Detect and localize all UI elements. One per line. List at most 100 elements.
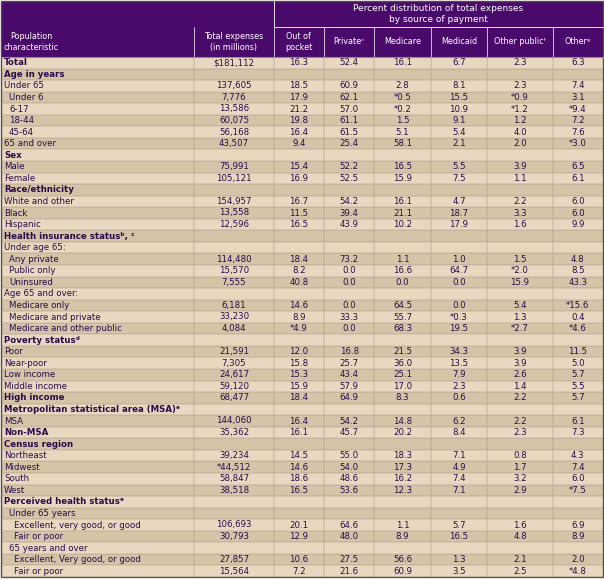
- Text: Total: Total: [4, 58, 28, 67]
- Text: *9.4: *9.4: [569, 104, 586, 113]
- Text: 11.5: 11.5: [289, 208, 309, 218]
- Text: 1.0: 1.0: [452, 255, 466, 263]
- Text: 35,362: 35,362: [219, 428, 249, 437]
- Text: Under 6: Under 6: [9, 93, 43, 102]
- Text: 114,480: 114,480: [216, 255, 252, 263]
- Text: 7.4: 7.4: [452, 474, 466, 483]
- Text: 6.9: 6.9: [571, 521, 585, 530]
- Text: 45-64: 45-64: [9, 127, 34, 137]
- Bar: [1, 300, 603, 312]
- Text: 15,570: 15,570: [219, 266, 249, 275]
- Text: 1.6: 1.6: [513, 521, 527, 530]
- Text: 16.3: 16.3: [289, 58, 309, 67]
- Text: *7.5: *7.5: [569, 486, 587, 495]
- Text: Medicare and other public: Medicare and other public: [9, 324, 122, 333]
- Text: *44,512: *44,512: [217, 463, 251, 472]
- Text: Midwest: Midwest: [4, 463, 40, 472]
- Text: Race/ethnicity: Race/ethnicity: [4, 185, 74, 195]
- Text: 5.7: 5.7: [571, 393, 585, 402]
- Text: Uninsured: Uninsured: [9, 278, 53, 287]
- Text: 16.5: 16.5: [393, 162, 412, 171]
- Text: Black: Black: [4, 208, 27, 218]
- Bar: [1, 80, 603, 91]
- Text: 6.0: 6.0: [571, 197, 585, 206]
- Text: 4.9: 4.9: [452, 463, 466, 472]
- Bar: [1, 265, 603, 277]
- Text: 16.4: 16.4: [289, 127, 309, 137]
- Text: 4.8: 4.8: [513, 532, 527, 541]
- Text: 9.4: 9.4: [292, 139, 306, 148]
- Bar: [1, 254, 603, 265]
- Text: 0.6: 0.6: [452, 393, 466, 402]
- Text: 18-44: 18-44: [9, 116, 34, 125]
- Text: South: South: [4, 474, 29, 483]
- Text: 7.1: 7.1: [452, 451, 466, 460]
- Text: Percent distribution of total expenses
by source of payment: Percent distribution of total expenses b…: [353, 4, 524, 24]
- Text: 16.5: 16.5: [449, 532, 469, 541]
- Bar: [1, 161, 603, 173]
- Text: Out of
pocket: Out of pocket: [285, 32, 312, 52]
- Text: Any private: Any private: [9, 255, 59, 263]
- Text: 5.0: 5.0: [571, 359, 585, 368]
- Text: 6.1: 6.1: [571, 174, 585, 183]
- Text: 65 and over: 65 and over: [4, 139, 56, 148]
- Bar: [1, 519, 603, 531]
- Text: 61.5: 61.5: [339, 127, 359, 137]
- Text: Under age 65:: Under age 65:: [4, 243, 66, 252]
- Text: Excellent, Very good, or good: Excellent, Very good, or good: [14, 555, 141, 564]
- Text: $181,112: $181,112: [213, 58, 254, 67]
- Text: 6.3: 6.3: [571, 58, 585, 67]
- Text: 16.5: 16.5: [289, 486, 309, 495]
- Text: 33,230: 33,230: [219, 313, 249, 321]
- Bar: [1, 508, 603, 519]
- Text: 16.1: 16.1: [289, 428, 309, 437]
- Text: *2.0: *2.0: [511, 266, 529, 275]
- Bar: [1, 427, 603, 438]
- Text: 62.1: 62.1: [339, 93, 359, 102]
- Text: 68,477: 68,477: [219, 393, 249, 402]
- Text: 59,120: 59,120: [219, 382, 249, 391]
- Text: 1.2: 1.2: [513, 116, 527, 125]
- Text: Sex: Sex: [4, 151, 22, 160]
- Text: 2.0: 2.0: [513, 139, 527, 148]
- Text: 58.1: 58.1: [393, 139, 412, 148]
- Text: 9.1: 9.1: [452, 116, 466, 125]
- Text: 21.2: 21.2: [289, 104, 309, 113]
- Text: 13,558: 13,558: [219, 208, 249, 218]
- Text: 64.6: 64.6: [339, 521, 359, 530]
- Text: 18.6: 18.6: [289, 474, 309, 483]
- Text: 2.1: 2.1: [452, 139, 466, 148]
- Text: 21.1: 21.1: [393, 208, 412, 218]
- Bar: [1, 380, 603, 392]
- Text: *0.2: *0.2: [394, 104, 411, 113]
- Text: 12,596: 12,596: [219, 220, 249, 229]
- Text: 14.6: 14.6: [289, 301, 309, 310]
- Text: 18.3: 18.3: [393, 451, 412, 460]
- Text: 1.7: 1.7: [513, 463, 527, 472]
- Text: *4.8: *4.8: [569, 567, 587, 576]
- Bar: [1, 196, 603, 207]
- Text: *4.9: *4.9: [290, 324, 308, 333]
- Text: Perceived health statusᵉ: Perceived health statusᵉ: [4, 497, 124, 507]
- Bar: [1, 554, 603, 566]
- Text: 15.5: 15.5: [449, 93, 469, 102]
- Text: 0.0: 0.0: [452, 278, 466, 287]
- Text: 54.2: 54.2: [339, 197, 359, 206]
- Text: 1.5: 1.5: [396, 116, 410, 125]
- Bar: [1, 103, 603, 115]
- Text: 3.2: 3.2: [513, 474, 527, 483]
- Text: 5.7: 5.7: [452, 521, 466, 530]
- Text: 57.0: 57.0: [339, 104, 359, 113]
- Text: 52.4: 52.4: [339, 58, 359, 67]
- Bar: [1, 346, 603, 357]
- Text: Total expenses
(in millions): Total expenses (in millions): [204, 32, 263, 52]
- Bar: [1, 207, 603, 219]
- Text: 7.9: 7.9: [452, 371, 466, 379]
- Text: 43,507: 43,507: [219, 139, 249, 148]
- Text: 56.6: 56.6: [393, 555, 412, 564]
- Bar: [1, 357, 603, 369]
- Text: 14.5: 14.5: [289, 451, 309, 460]
- Text: 2.2: 2.2: [513, 393, 527, 402]
- Text: 15.9: 15.9: [289, 382, 309, 391]
- Text: 8.9: 8.9: [292, 313, 306, 321]
